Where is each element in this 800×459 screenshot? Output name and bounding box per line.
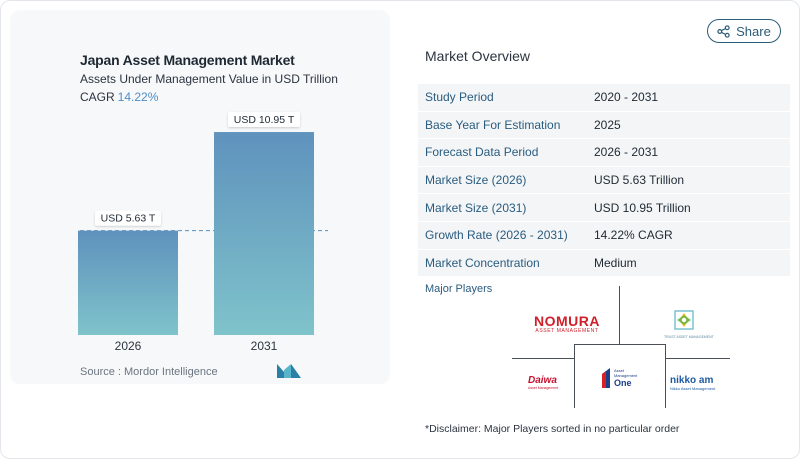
row-value: 2026 - 2031 [594, 145, 659, 160]
row-value: 2025 [594, 117, 621, 132]
nikko-wordmark: nikko am [670, 375, 714, 386]
bar-2026 [78, 230, 178, 335]
nikko-subtext: Nikko Asset Management [670, 386, 716, 391]
players-divider [574, 344, 665, 345]
row-label: Base Year For Estimation [425, 117, 561, 132]
players-divider [574, 344, 575, 408]
data-label: USD 10.95 T [234, 114, 295, 126]
source-note: Source : Mordor Intelligence [80, 366, 218, 378]
row-label: Growth Rate (2026 - 2031) [425, 228, 568, 243]
daiwa-wordmark: Daiwa [528, 375, 557, 386]
share-icon [717, 24, 730, 38]
players-divider [665, 358, 730, 359]
players-divider [512, 358, 574, 359]
table-row: Base Year For Estimation 2025 [418, 111, 790, 140]
daiwa-subtext: Asset Management [528, 386, 559, 390]
trust-emblem-icon [674, 310, 694, 330]
am-one-subtext: Asset Management [614, 368, 638, 378]
mordor-intelligence-logo [277, 364, 301, 378]
chart-title: Japan Asset Management Market [80, 52, 295, 68]
row-value: USD 5.63 Trillion [594, 173, 685, 188]
share-label: Share [736, 23, 771, 39]
share-button[interactable]: Share [707, 19, 781, 43]
bar-2031 [214, 132, 314, 335]
nomura-wordmark: NOMURA [534, 313, 600, 329]
trust-asset-management-logo: TRUST ASSET MANAGEMENT [664, 310, 714, 340]
row-value: 14.22% CAGR [594, 228, 673, 243]
nomura-logo: NOMURA ASSET MANAGEMENT [530, 314, 604, 334]
market-overview-table: Study Period 2020 - 2031 Base Year For E… [418, 84, 790, 278]
chart-subtitle: Assets Under Management Value in USD Tri… [80, 72, 338, 86]
cagr-value: 14.22% [117, 90, 159, 104]
nomura-subtext: ASSET MANAGEMENT [535, 328, 599, 334]
table-row: Market Concentration Medium [418, 249, 790, 278]
row-value: 2020 - 2031 [594, 90, 659, 105]
players-divider [619, 286, 620, 344]
chart-card [10, 10, 390, 384]
am-one-emblem-icon [602, 368, 610, 388]
row-label: Market Size (2026) [425, 173, 527, 188]
data-label: USD 5.63 T [101, 213, 156, 225]
data-label-box [228, 112, 300, 128]
row-label: Market Size (2031) [425, 200, 527, 215]
data-label-box [95, 210, 161, 226]
table-row: Market Size (2031) USD 10.95 Trillion [418, 194, 790, 222]
trust-subtext: TRUST ASSET MANAGEMENT [664, 335, 714, 339]
x-tick-label: 2026 [115, 339, 142, 353]
cagr-line: CAGR 14.22% [80, 90, 158, 104]
row-value: USD 10.95 Trillion [594, 200, 691, 215]
table-row: Study Period 2020 - 2031 [418, 84, 790, 112]
market-overview-title: Market Overview [425, 48, 531, 64]
am-one-wordmark: One [614, 378, 632, 388]
row-label: Market Concentration [425, 255, 540, 270]
major-players-title: Major Players [425, 283, 493, 295]
bar-chart: USD 5.63 T 2026 USD 10.95 T 2031 [78, 112, 328, 353]
row-label: Forecast Data Period [425, 145, 539, 160]
row-value: Medium [594, 255, 637, 270]
daiwa-logo: Daiwa Asset Management [528, 375, 568, 391]
nikko-am-logo: nikko am Nikko Asset Management [670, 375, 730, 391]
table-row: Market Size (2026) USD 5.63 Trillion [418, 166, 790, 195]
players-divider [665, 344, 666, 408]
table-row: Growth Rate (2026 - 2031) 14.22% CAGR [418, 221, 790, 250]
table-row: Forecast Data Period 2026 - 2031 [418, 139, 790, 167]
cagr-label: CAGR [80, 90, 115, 104]
row-label: Study Period [425, 90, 494, 105]
x-tick-label: 2031 [251, 339, 278, 353]
disclaimer-note: *Disclaimer: Major Players sorted in no … [425, 423, 680, 435]
